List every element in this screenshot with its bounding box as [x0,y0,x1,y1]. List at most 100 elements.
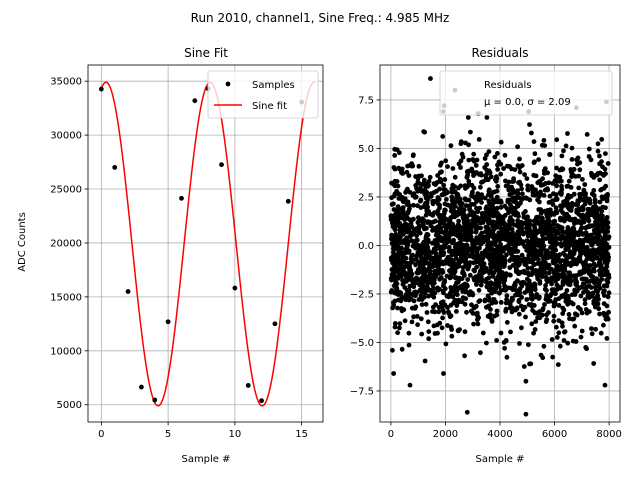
residual-point [543,260,548,265]
residual-point [601,290,606,295]
residual-point [567,233,573,239]
residual-point [392,253,398,259]
residual-point [415,187,420,193]
sine-fit-ytick-label: 30000 [50,131,82,142]
residual-point [487,212,493,218]
residual-point [562,275,568,280]
residual-point [488,247,494,253]
residual-point [407,291,413,297]
residual-point [490,201,495,207]
residual-point [526,342,531,348]
residual-point [547,293,553,299]
residual-point [449,198,455,204]
residual-point [604,198,610,204]
residual-point [538,352,544,358]
sine-fit-ticks: 0 5 10 15 5000 10000 15000 20000 25000 30000 35000 [50,77,308,440]
residual-point [394,237,400,243]
residual-point [475,321,481,327]
residual-point [516,297,522,303]
residual-point [399,253,405,259]
residual-point [425,184,430,189]
residual-point [451,237,456,243]
sample-point [285,198,291,204]
residual-point [553,291,558,297]
residual-point [437,276,443,282]
residual-point [560,278,566,284]
residual-point [568,185,574,190]
residual-point [493,289,498,294]
residual-point [515,222,520,227]
residual-point [572,323,578,329]
residual-point [602,232,608,238]
residual-point [439,192,445,198]
residual-point [603,183,609,189]
residual-point [466,236,472,242]
residual-point [389,195,394,201]
residual-point [439,160,444,166]
residual-point [420,250,426,256]
residual-point [561,307,567,313]
residual-point [546,200,552,205]
residual-point [413,183,419,188]
residual-point [398,212,404,217]
residual-point [554,137,560,143]
residual-point [426,178,432,184]
residual-point [543,274,549,280]
residual-point [446,221,452,226]
residual-point [526,278,532,284]
residual-point [447,258,452,264]
residual-point [434,322,440,328]
residual-point [476,172,482,177]
residual-point [421,274,427,280]
residual-point [413,241,418,247]
residual-point [579,328,585,334]
residual-point [504,163,510,169]
residual-point [545,279,550,284]
residual-point [549,337,555,342]
residual-point [425,197,431,202]
residual-point [552,218,558,224]
residual-point [604,336,610,341]
residual-point [546,310,551,315]
sine-fit-ylabel: ADC Counts [17,212,28,272]
residual-point [512,205,518,211]
residual-point [418,293,424,298]
residual-point [411,314,416,320]
residual-point [465,277,471,282]
residual-point [433,274,439,279]
residual-point [451,188,456,194]
residual-point [506,225,512,231]
residual-point [604,314,610,320]
residual-point [572,287,577,293]
residual-point [539,225,545,231]
residual-point [586,309,592,314]
residual-point [478,225,483,231]
residual-point [416,223,422,229]
residual-point [559,153,565,159]
residual-point [580,177,585,182]
residual-point [576,206,582,212]
residual-point [521,195,527,201]
residual-point [465,248,470,253]
residual-point [426,277,432,283]
residual-point [519,252,525,258]
residual-point [583,225,588,231]
residual-point [503,178,508,184]
residual-point [566,312,572,317]
residual-point [525,183,531,189]
residual-point [469,245,474,251]
residual-point [599,254,605,260]
residual-point [435,195,441,200]
residual-point [531,330,536,336]
residual-point [444,238,450,244]
residual-point [533,173,539,179]
residual-point [604,270,609,276]
residual-point [520,191,525,197]
residual-point [507,202,513,207]
residual-point [591,261,597,267]
residual-point [404,235,409,241]
residual-point [494,188,500,194]
residual-point [394,266,400,272]
residual-point [556,303,562,308]
